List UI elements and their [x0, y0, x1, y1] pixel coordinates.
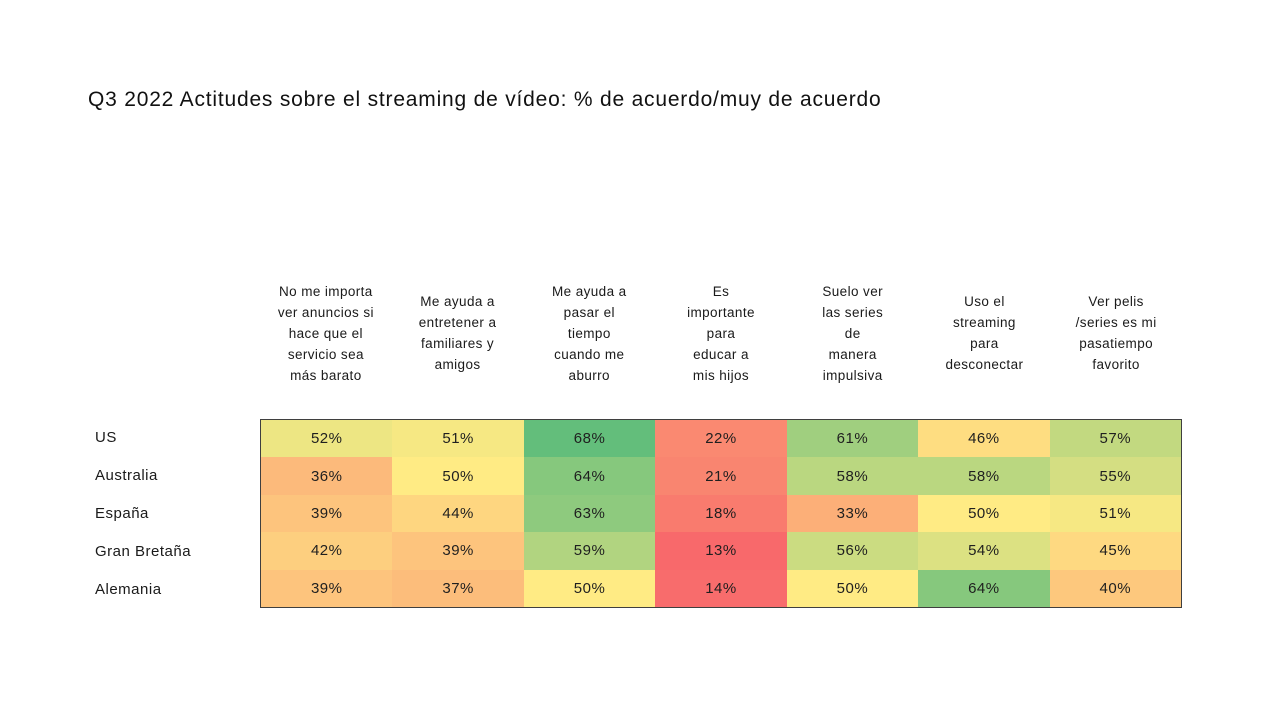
heatmap: 52% 51% 68% 22% 61% 46% 57% 36% 50% 64% …	[260, 419, 1182, 608]
heatmap-cell: 46%	[918, 420, 1050, 458]
row-label: Australia	[95, 467, 158, 485]
heatmap-cell: 54%	[918, 532, 1050, 570]
heatmap-cell: 55%	[1049, 457, 1181, 495]
heatmap-cell: 39%	[261, 569, 393, 607]
heatmap-cell: 56%	[786, 532, 919, 570]
heatmap-cell: 22%	[655, 420, 787, 458]
row-labels: US Australia España Gran Bretaña Alemani…	[95, 419, 255, 608]
row-label: US	[95, 429, 117, 447]
heatmap-cell: 64%	[523, 457, 656, 495]
heatmap-cell: 42%	[261, 532, 393, 570]
heatmap-cell: 64%	[918, 569, 1050, 607]
heatmap-cell: 52%	[261, 420, 393, 458]
column-header: Suelo ver las series de manera impulsiva	[822, 283, 884, 383]
heatmap-cell: 39%	[261, 494, 393, 533]
heatmap-cell: 39%	[392, 532, 524, 570]
heatmap-cell: 63%	[523, 494, 656, 533]
heatmap-cell: 14%	[655, 569, 787, 607]
column-header: Me ayuda a entretener a familiares y ami…	[418, 294, 497, 372]
heatmap-cell: 36%	[261, 457, 393, 495]
heatmap-cell: 50%	[523, 569, 656, 607]
heatmap-cell: 61%	[786, 420, 919, 458]
heatmap-cell: 51%	[1049, 494, 1181, 533]
column-headers: No me importa ver anuncios si hace que e…	[260, 268, 1182, 398]
heatmap-cell: 57%	[1049, 420, 1181, 458]
heatmap-cell: 50%	[918, 494, 1050, 533]
chart-title: Q3 2022 Actitudes sobre el streaming de …	[88, 88, 882, 111]
column-header: Ver pelis /series es mi pasatiempo favor…	[1075, 294, 1157, 372]
heatmap-cell: 13%	[655, 532, 787, 570]
heatmap-cell: 58%	[786, 457, 919, 495]
column-header: Es importante para educar a mis hijos	[687, 283, 755, 383]
heatmap-cell: 45%	[1049, 532, 1181, 570]
heatmap-cell: 68%	[523, 420, 656, 458]
heatmap-cell: 33%	[786, 494, 919, 533]
column-header: Uso el streaming para desconectar	[945, 294, 1024, 372]
heatmap-cell: 59%	[523, 532, 656, 570]
column-header: Me ayuda a pasar el tiempo cuando me abu…	[552, 283, 627, 383]
heatmap-cell: 44%	[392, 494, 524, 533]
heatmap-cell: 58%	[918, 457, 1050, 495]
heatmap-cell: 50%	[786, 569, 919, 607]
heatmap-cell: 37%	[392, 569, 524, 607]
row-label: España	[95, 504, 149, 522]
heatmap-cell: 40%	[1049, 569, 1181, 607]
heatmap-cell: 18%	[655, 494, 787, 533]
heatmap-cell: 50%	[392, 457, 524, 495]
heatmap-cell: 21%	[655, 457, 787, 495]
row-label: Alemania	[95, 580, 162, 598]
row-label: Gran Bretaña	[95, 542, 192, 560]
heatmap-cell: 51%	[392, 420, 524, 458]
column-header: No me importa ver anuncios si hace que e…	[277, 283, 374, 383]
